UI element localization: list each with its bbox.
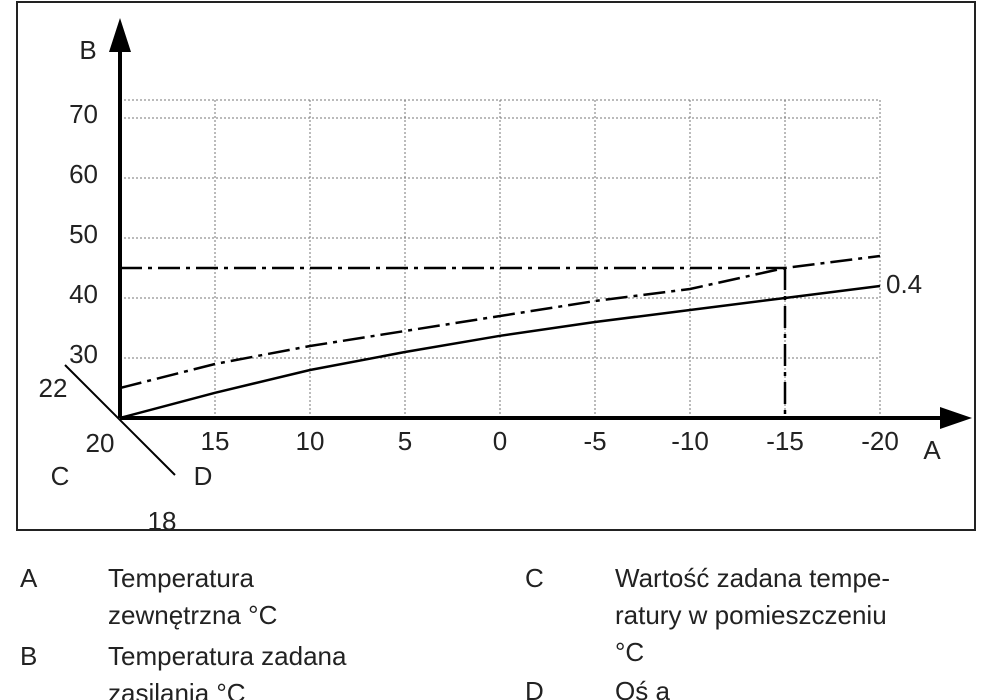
y-axis-arrow [109, 18, 131, 52]
room-axis-tick-label: 20 [86, 428, 115, 458]
legend-text: ratury w pomieszczeniu [615, 600, 887, 630]
x-tick-label: -10 [671, 426, 709, 456]
x-axis-arrow [940, 407, 972, 429]
room-axis-tick-label: 22 [39, 373, 68, 403]
x-tick-label: 10 [296, 426, 325, 456]
legend-key: B [20, 641, 37, 671]
y-tick-label: 50 [69, 219, 98, 249]
series-label: 0.4 [886, 269, 922, 299]
legend-text: zewnętrzna °C [108, 600, 277, 630]
legend-text: Temperatura zadana [108, 641, 347, 671]
legend-text: Wartość zadana tempe- [615, 563, 890, 593]
legend-key: D [525, 676, 544, 700]
y-tick-label: 60 [69, 159, 98, 189]
y-tick-label: 70 [69, 99, 98, 129]
x-tick-label: 0 [493, 426, 507, 456]
x-axis-label: A [923, 435, 941, 465]
room-axis [64, 364, 176, 476]
y-tick-label: 40 [69, 279, 98, 309]
legend-text: zasilania °C [108, 678, 246, 700]
x-tick-label: -20 [861, 426, 899, 456]
x-tick-label: -15 [766, 426, 804, 456]
legend: A Temperatura zewnętrzna °C B Temperatura za… [20, 563, 890, 700]
y-tick-label: 30 [69, 339, 98, 369]
legend-key: A [20, 563, 38, 593]
series-line [119, 284, 881, 420]
legend-text: °C [615, 637, 644, 667]
series-line [119, 254, 881, 390]
x-tick-label: -5 [583, 426, 606, 456]
frame [16, 1, 976, 531]
room-axis-tick-label: 18 [148, 506, 177, 536]
x-tick-label: 5 [398, 426, 412, 456]
legend-text: Temperatura [108, 563, 254, 593]
legend-text: Oś a [615, 676, 670, 700]
room-axis-start-label: C [51, 461, 70, 491]
x-tick-label: 15 [201, 426, 230, 456]
legend-key: C [525, 563, 544, 593]
y-axis-label: B [79, 35, 96, 65]
room-axis-end-label: D [194, 461, 213, 491]
